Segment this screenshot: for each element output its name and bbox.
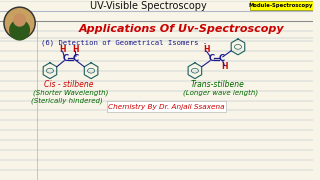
Circle shape: [4, 7, 35, 39]
Text: Applications Of Uv-Spectroscopy: Applications Of Uv-Spectroscopy: [78, 24, 284, 34]
Text: (Longer wave length): (Longer wave length): [183, 89, 258, 96]
Text: H: H: [204, 45, 210, 54]
Circle shape: [5, 9, 34, 37]
Text: (6) Detection of Geometrical Isomers -: (6) Detection of Geometrical Isomers -: [41, 40, 207, 46]
FancyBboxPatch shape: [107, 101, 226, 112]
Text: C: C: [218, 54, 224, 63]
Text: (Shorter Wavelength): (Shorter Wavelength): [33, 89, 108, 96]
Text: C: C: [72, 54, 78, 63]
Text: (Sterically hindered): (Sterically hindered): [31, 97, 102, 104]
Text: C: C: [208, 54, 215, 63]
FancyBboxPatch shape: [250, 1, 313, 10]
Text: Trans-stilbene: Trans-stilbene: [190, 80, 244, 89]
Text: Cis - stilbene: Cis - stilbene: [44, 80, 93, 89]
Circle shape: [10, 20, 29, 40]
Text: H: H: [72, 45, 79, 54]
Text: UV-Visible Spectroscopy: UV-Visible Spectroscopy: [91, 1, 207, 11]
Text: C: C: [62, 54, 69, 63]
Text: H: H: [221, 62, 228, 71]
Text: Chemistry By Dr. Anjali Ssaxena: Chemistry By Dr. Anjali Ssaxena: [108, 103, 225, 109]
Text: Module-Spectroscopy: Module-Spectroscopy: [249, 3, 313, 8]
Text: H: H: [60, 45, 66, 54]
Circle shape: [14, 14, 26, 26]
